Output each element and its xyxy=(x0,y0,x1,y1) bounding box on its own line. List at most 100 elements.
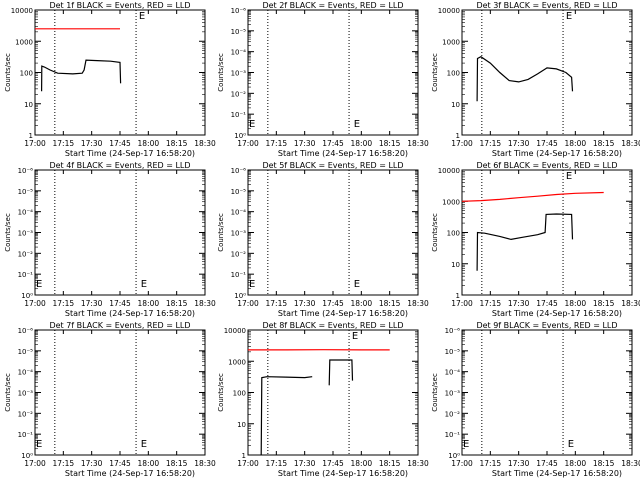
series-line-3 xyxy=(328,359,354,386)
y-tick-label: 10⁻² xyxy=(445,410,461,418)
event-marker-label: E xyxy=(141,439,147,450)
y-tick-label: 10⁻⁴ xyxy=(231,49,247,57)
y-tick-label: 10⁻⁵ xyxy=(231,28,247,36)
x-tick-label: 18:00 xyxy=(565,459,587,468)
y-axis-label: Counts/sec xyxy=(217,373,225,412)
x-tick-label: 18:30 xyxy=(194,299,216,308)
panel-det-7: Det 7f BLACK = Events, RED = LLD Counts/s… xyxy=(4,321,216,478)
x-axis-label: Start Time (24-Sep-17 16:58:20) xyxy=(278,149,408,158)
y-tick-label: 1 xyxy=(29,132,33,140)
plot-frame xyxy=(461,9,633,136)
series-line-1 xyxy=(476,56,574,102)
y-tick-label: 10⁰ xyxy=(21,292,33,300)
y-tick-label: 10⁻³ xyxy=(231,230,247,238)
x-tick-label: 18:15 xyxy=(379,139,401,148)
x-axis-label: Start Time (24-Sep-17 16:58:20) xyxy=(492,149,622,158)
y-tick-label: 10⁻⁴ xyxy=(231,209,247,217)
x-tick-label: 17:15 xyxy=(53,139,75,148)
y-tick-label: 10⁻⁶ xyxy=(18,167,34,175)
x-tick-label: 17:00 xyxy=(237,139,259,148)
panel-title: Det 6f BLACK = Events, RED = LLD xyxy=(476,161,617,170)
y-tick-label: 100 xyxy=(447,230,460,238)
y-tick-label: 10 xyxy=(451,261,460,269)
event-marker-label-left: E xyxy=(463,439,469,450)
plot-frame xyxy=(34,169,206,296)
x-tick-label: 18:00 xyxy=(565,139,587,148)
x-axis-label: Start Time (24-Sep-17 16:58:20) xyxy=(278,309,408,318)
x-tick-label: 18:00 xyxy=(351,459,373,468)
y-tick-label: 1 xyxy=(456,292,460,300)
x-tick-label: 17:45 xyxy=(536,139,558,148)
panel-det-8: Det 8f BLACK = Events, RED = LLD Counts/s… xyxy=(217,321,429,478)
x-axis-label: Start Time (24-Sep-17 16:58:20) xyxy=(492,309,622,318)
event-marker-label: E xyxy=(352,331,358,342)
x-tick-label: 17:45 xyxy=(109,299,131,308)
x-tick-label: 18:30 xyxy=(407,299,429,308)
panel-det-1: Det 1f BLACK = Events, RED = LLD Counts/s… xyxy=(4,1,216,158)
x-axis-label: Start Time (24-Sep-17 16:58:20) xyxy=(492,469,622,478)
x-tick-label: 17:00 xyxy=(451,139,473,148)
x-tick-label: 17:15 xyxy=(480,139,502,148)
x-tick-label: 18:15 xyxy=(593,299,615,308)
x-tick-label: 17:30 xyxy=(294,139,316,148)
x-tick-label: 18:15 xyxy=(379,459,401,468)
y-tick-label: 100 xyxy=(447,70,460,78)
x-tick-label: 18:15 xyxy=(166,139,188,148)
x-tick-label: 17:30 xyxy=(508,299,530,308)
y-axis-label: Counts/sec xyxy=(431,53,439,92)
x-tick-label: 18:00 xyxy=(138,299,160,308)
x-axis-label: Start Time (24-Sep-17 16:58:20) xyxy=(65,469,195,478)
series-line-1 xyxy=(461,191,604,202)
x-tick-label: 18:30 xyxy=(621,299,640,308)
x-tick-label: 17:30 xyxy=(294,459,316,468)
event-marker-label: E xyxy=(139,11,145,22)
x-tick-label: 18:30 xyxy=(407,459,429,468)
plot-frame xyxy=(247,9,419,136)
panel-det-4: Det 4f BLACK = Events, RED = LLD Counts/s… xyxy=(4,161,216,318)
plot-frame xyxy=(34,329,206,456)
y-tick-label: 10⁻⁵ xyxy=(18,348,34,356)
y-tick-label: 10⁻³ xyxy=(445,390,461,398)
x-tick-label: 17:00 xyxy=(24,459,46,468)
y-axis-label: Counts/sec xyxy=(431,373,439,412)
panel-det-9: Det 9f BLACK = Events, RED = LLD Counts/s… xyxy=(431,321,640,478)
y-axis-label: Counts/sec xyxy=(431,213,439,252)
x-tick-label: 17:00 xyxy=(451,299,473,308)
series-line-2 xyxy=(41,59,122,92)
y-tick-label: 10⁻² xyxy=(18,250,34,258)
y-tick-label: 10⁻² xyxy=(231,90,247,98)
y-tick-label: 10000 xyxy=(11,7,33,15)
x-tick-label: 17:15 xyxy=(480,459,502,468)
event-marker-label: E xyxy=(566,171,572,182)
y-tick-label: 10⁻¹ xyxy=(231,271,247,279)
x-tick-label: 17:30 xyxy=(81,459,103,468)
x-tick-label: 17:00 xyxy=(24,299,46,308)
y-tick-label: 1000 xyxy=(442,38,460,46)
panel-title: Det 2f BLACK = Events, RED = LLD xyxy=(262,1,403,10)
series-line-2 xyxy=(260,376,313,456)
y-tick-label: 10000 xyxy=(224,327,246,335)
event-marker-label-left: E xyxy=(36,439,42,450)
event-marker-label-left: E xyxy=(249,119,255,130)
x-tick-label: 18:00 xyxy=(138,459,160,468)
x-tick-label: 18:30 xyxy=(621,459,640,468)
panel-title: Det 8f BLACK = Events, RED = LLD xyxy=(262,321,403,330)
x-tick-label: 18:00 xyxy=(138,139,160,148)
y-tick-label: 1000 xyxy=(228,358,246,366)
panel-title: Det 5f BLACK = Events, RED = LLD xyxy=(262,161,403,170)
y-tick-label: 10⁻⁶ xyxy=(231,167,247,175)
x-tick-label: 18:30 xyxy=(407,139,429,148)
y-axis-label: Counts/sec xyxy=(4,373,12,412)
x-tick-label: 18:15 xyxy=(166,459,188,468)
x-tick-label: 17:00 xyxy=(24,139,46,148)
y-tick-label: 10⁻⁴ xyxy=(18,369,34,377)
y-tick-label: 10⁻¹ xyxy=(231,111,247,119)
x-tick-label: 17:30 xyxy=(508,139,530,148)
event-marker-label-left: E xyxy=(249,279,255,290)
panel-det-3: Det 3f BLACK = Events, RED = LLD Counts/s… xyxy=(431,1,640,158)
y-tick-label: 10⁻³ xyxy=(18,230,34,238)
y-tick-label: 10⁻¹ xyxy=(445,431,461,439)
y-tick-label: 10⁻⁶ xyxy=(445,327,461,335)
y-axis-label: Counts/sec xyxy=(4,53,12,92)
y-tick-label: 1000 xyxy=(15,38,33,46)
